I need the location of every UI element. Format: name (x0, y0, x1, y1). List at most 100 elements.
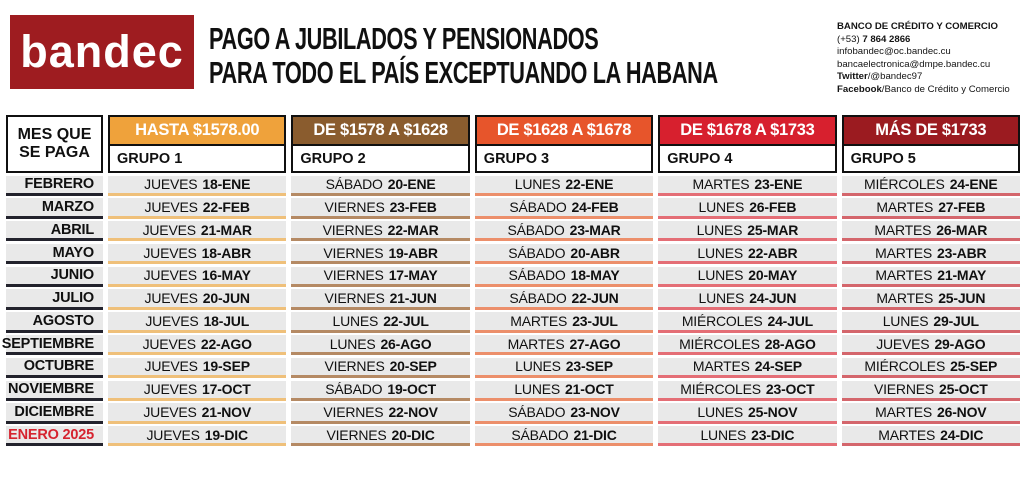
payment-date-cell: SÁBADO 24-FEB (474, 198, 654, 219)
month-cell: OCTUBRE (6, 357, 103, 379)
weekday-label: JUEVES (145, 312, 199, 329)
weekday-label: LUNES (697, 404, 744, 420)
date-label: 22-FEB (202, 198, 250, 215)
date-label: 29-JUL (933, 312, 979, 329)
weekday-label: JUEVES (143, 404, 197, 420)
payment-date-cell: JUEVES 21-NOV (108, 403, 287, 424)
group-label: GRUPO 3 (483, 150, 550, 167)
date-label: 23-FEB (389, 198, 437, 215)
date-label: 24-JUL (767, 312, 813, 329)
weekday-label: LUNES (514, 176, 561, 193)
date-label: 21-NOV (201, 404, 252, 420)
page-title: PAGO A JUBILADOS Y PENSIONADOS PARA TODO… (209, 22, 936, 90)
weekday-label: SÁBADO (509, 198, 567, 215)
weekday-label: MIÉRCOLES (864, 358, 946, 375)
date-label: 20-ENE (387, 176, 436, 193)
table-body: FEBRERO JUEVES 18-ENE SÁBADO 20-ENE LUNES 22-E… (2, 175, 1020, 447)
table-row: DICIEMBRE JUEVES 21-NOV VIERNES 22-NOV SÁBADO… (6, 403, 1020, 424)
payment-date-cell: MARTES 21-MAY (841, 266, 1020, 288)
facebook-page: Facebook/Banco de Crédito y Comercio (837, 83, 1010, 95)
date-label: 17-MAY (388, 267, 438, 284)
weekday-label: LUNES (514, 381, 561, 398)
salary-range-label: DE $1678 A $1733 (660, 117, 835, 146)
weekday-label: MARTES (874, 221, 932, 238)
weekday-label: LUNES (515, 358, 561, 375)
payment-date-cell: MARTES 25-JUN (841, 289, 1020, 310)
date-label: 18-MAY (570, 267, 620, 284)
date-label: 26-AGO (380, 335, 432, 352)
weekday-label: VIERNES (324, 290, 385, 307)
date-label: 26-MAR (936, 221, 988, 238)
date-label: 25-OCT (939, 381, 988, 398)
payment-date-cell: MARTES 23-ENE (658, 175, 837, 196)
month-cell: ABRIL (6, 221, 103, 242)
weekday-label: LUNES (697, 244, 744, 261)
salary-range-label: MÁS DE $1733 (843, 117, 1018, 146)
date-label: 22-ABR (748, 244, 798, 261)
weekday-label: JUEVES (144, 290, 198, 307)
date-label: 20-SEP (389, 358, 437, 375)
table-row: NOVIEMBRE JUEVES 17-OCT SÁBADO 19-OCT LUNES 21… (6, 380, 1020, 401)
weekday-label: LUNES (700, 426, 747, 443)
salary-range-label: DE $1578 A $1628 (293, 117, 468, 146)
date-label: 25-JUN (938, 290, 986, 307)
weekday-label: MARTES (876, 290, 934, 307)
weekday-label: JUEVES (144, 176, 198, 193)
date-label: 25-NOV (748, 404, 798, 420)
payment-date-cell: JUEVES 19-SEP (108, 357, 287, 379)
phone-number: (+53) 7 864 2866 (837, 33, 911, 45)
group-label: GRUPO 2 (300, 150, 366, 167)
payment-date-cell: JUEVES 18-JUL (108, 312, 287, 333)
weekday-label: MARTES (875, 244, 933, 261)
weekday-label: SÁBADO (511, 426, 569, 443)
payment-date-cell: MARTES 23-ABR (841, 243, 1020, 265)
weekday-label: VIERNES (873, 381, 935, 398)
payment-date-cell: LUNES 22-ENE (474, 175, 654, 196)
date-label: 27-FEB (938, 198, 986, 215)
weekday-label: JUEVES (144, 358, 198, 375)
table-row: ABRIL JUEVES 21-MAR VIERNES 22-MAR SÁBADO 23-M… (6, 221, 1020, 242)
column-head: DE $1578 A $1628 GRUPO 2 (291, 115, 470, 173)
column-head: DE $1678 A $1733 GRUPO 4 (658, 115, 837, 173)
date-label: 18-JUL (203, 312, 250, 329)
date-label: 24-SEP (754, 358, 802, 375)
date-label: 24-JUN (749, 290, 797, 307)
weekday-label: JUEVES (143, 381, 198, 398)
weekday-label: VIERNES (322, 221, 383, 238)
column-head: DE $1628 A $1678 GRUPO 3 (474, 115, 654, 173)
bank-name: BANCO DE CRÉDITO Y COMERCIO (837, 21, 998, 32)
payment-date-cell: MARTES 27-FEB (841, 198, 1020, 219)
date-label: 25-SEP (950, 358, 998, 375)
weekday-label: VIERNES (326, 426, 387, 443)
weekday-label: SÁBADO (508, 267, 566, 284)
weekday-label: SÁBADO (325, 381, 383, 398)
date-label: 28-AGO (764, 335, 816, 352)
payment-date-cell: MIÉRCOLES 28-AGO (658, 334, 837, 356)
payment-date-cell: JUEVES 19-DIC (108, 426, 287, 447)
date-label: 27-AGO (569, 335, 621, 352)
weekday-label: MARTES (692, 176, 750, 193)
date-label: 24-DIC (940, 426, 984, 443)
date-label: 19-ABR (388, 244, 438, 261)
month-cell: DICIEMBRE (6, 403, 103, 424)
payment-date-cell: LUNES 25-NOV (658, 403, 837, 424)
table-row: SEPTIEMBRE JUEVES 22-AGO LUNES 26-AGO MARTES 2… (2, 334, 1020, 356)
payment-date-cell: LUNES 23-DIC (658, 426, 837, 447)
payment-date-cell: JUEVES 29-AGO (841, 334, 1020, 356)
date-label: 19-DIC (204, 426, 248, 443)
weekday-label: LUNES (697, 267, 744, 284)
date-label: 21-MAR (200, 221, 252, 238)
weekday-label: VIERNES (323, 244, 384, 261)
payment-date-cell: VIERNES 22-MAR (291, 221, 470, 242)
date-label: 23-NOV (570, 404, 620, 420)
weekday-label: MARTES (507, 335, 565, 352)
payment-date-cell: LUNES 21-OCT (474, 380, 654, 401)
weekday-label: SÁBADO (507, 221, 565, 238)
payment-date-cell: SÁBADO 19-OCT (291, 380, 470, 401)
date-label: 22-JUL (383, 312, 429, 329)
payment-date-cell: MIÉRCOLES 24-JUL (658, 312, 837, 333)
month-cell: ENERO 2025 (6, 426, 103, 447)
payment-date-cell: SÁBADO 23-NOV (474, 403, 654, 424)
date-label: 24-ENE (949, 176, 998, 193)
weekday-label: LUNES (698, 290, 745, 307)
